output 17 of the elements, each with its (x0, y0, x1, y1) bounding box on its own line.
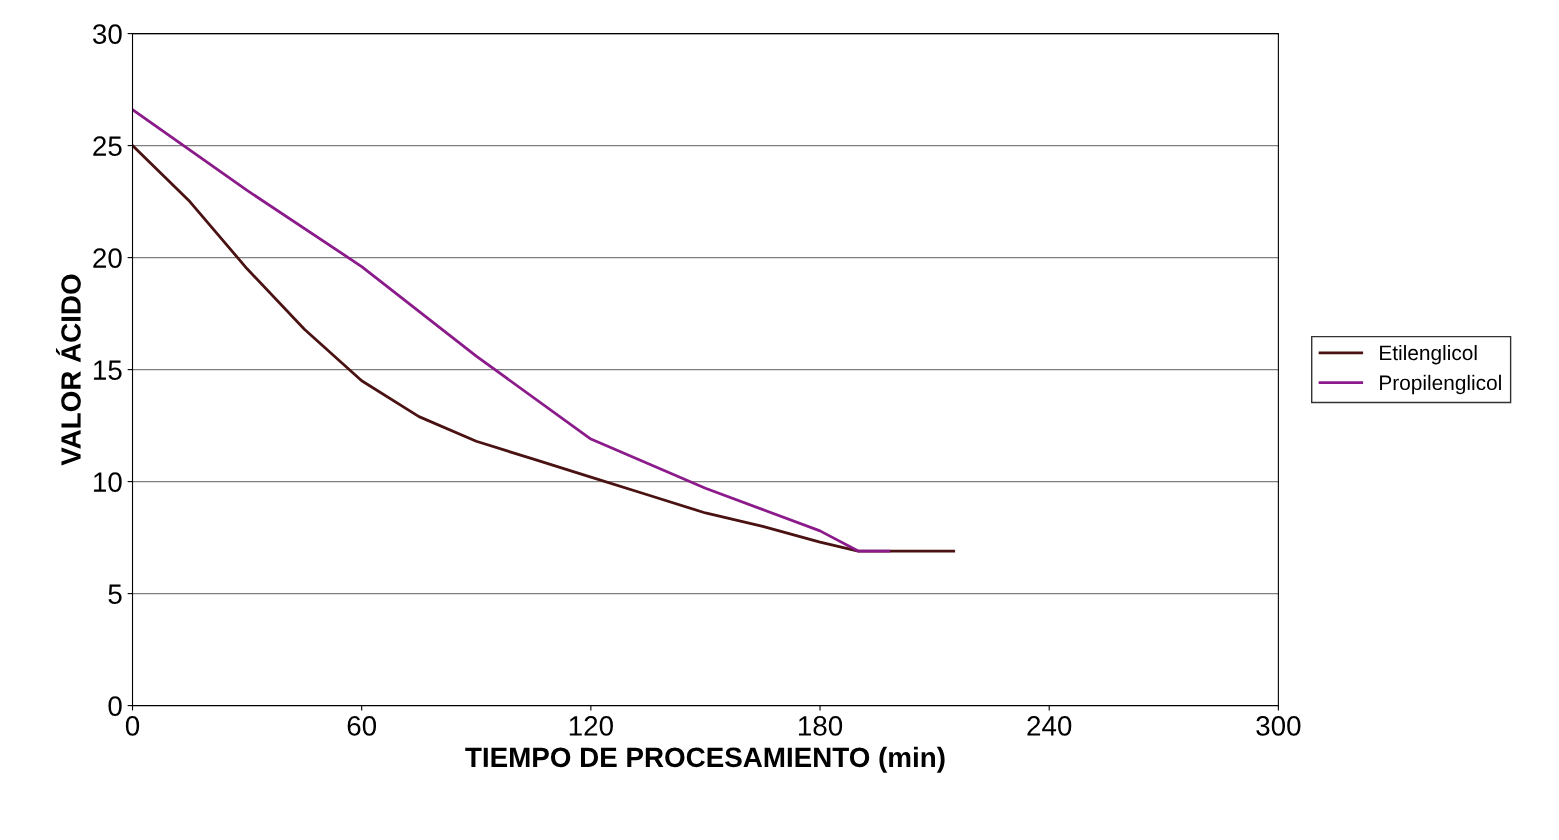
x-tick-label: 0 (125, 716, 140, 736)
x-tick-label: 60 (347, 716, 377, 736)
y-tick-label: 5 (108, 584, 122, 604)
y-tick-label: 20 (93, 248, 122, 268)
y-tick-label: 25 (93, 136, 122, 156)
y-tick-label: 15 (94, 360, 122, 380)
x-axis-title: TIEMPO DE PROCESAMIENTO (min) (465, 746, 945, 773)
x-tick-label: 240 (1027, 716, 1072, 736)
legend-label: Etilenglicol (1380, 344, 1477, 365)
x-tick-label: 300 (1256, 716, 1301, 736)
legend-label: Propilenglicol (1380, 374, 1501, 395)
y-tick-label: 10 (94, 472, 122, 492)
y-tick-label: 30 (92, 24, 122, 44)
x-tick-label: 180 (798, 716, 843, 736)
y-tick-label: 0 (108, 696, 122, 716)
x-tick-label: 120 (569, 716, 613, 736)
y-axis-title: VALOR ÁCIDO (55, 274, 81, 466)
